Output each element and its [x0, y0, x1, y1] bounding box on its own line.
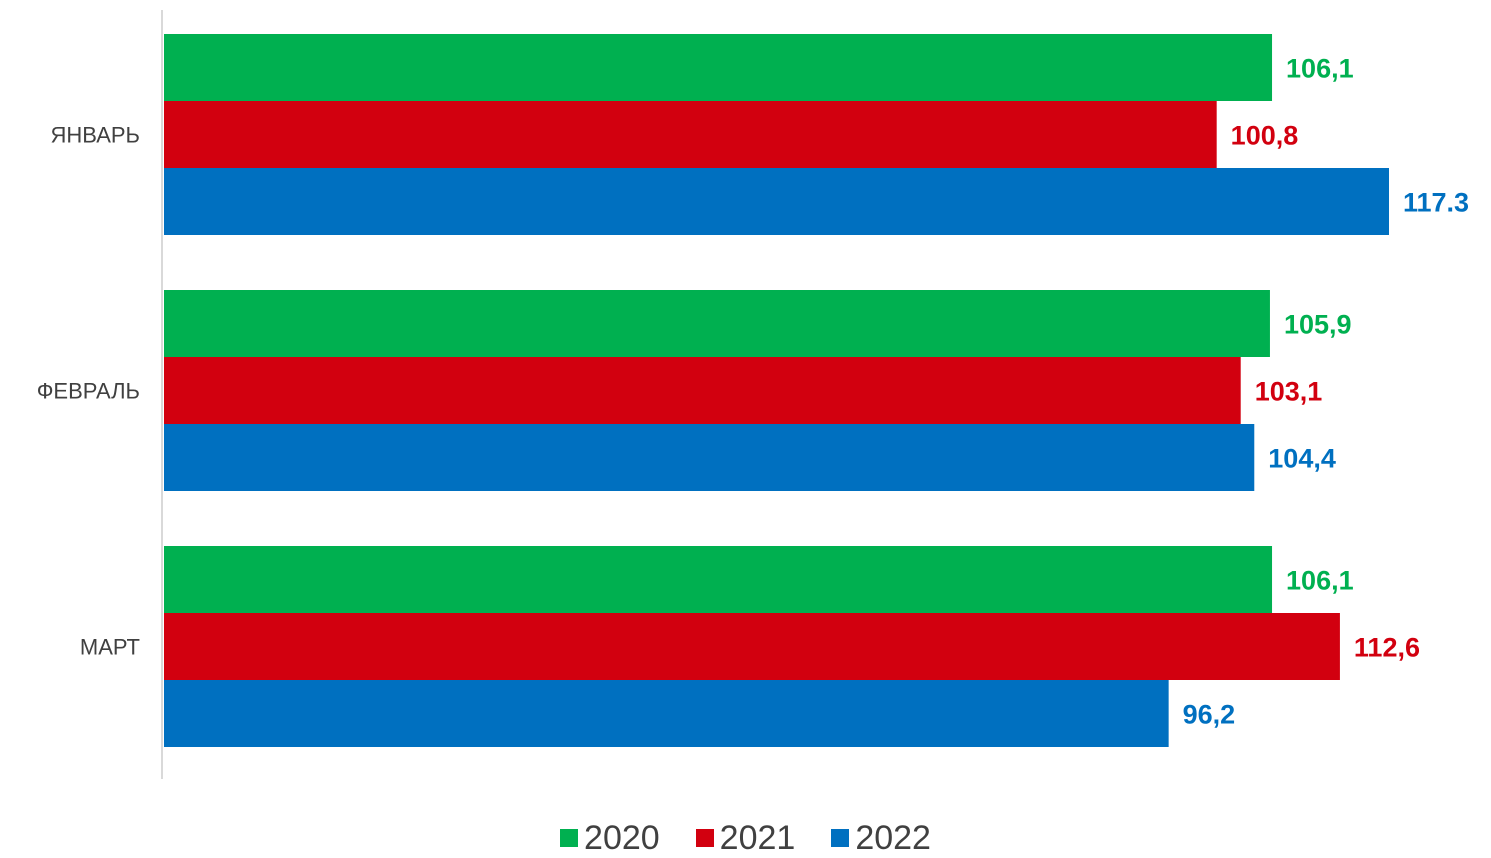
value-label-2021-3: 112,6 — [1354, 633, 1420, 663]
legend-label-2021: 2021 — [719, 819, 796, 857]
legend-swatch-2021 — [695, 829, 714, 847]
category-label-2: ФЕВРАЛЬ — [37, 379, 140, 404]
legend-swatch-2020 — [560, 829, 579, 847]
bar-2021-3 — [164, 613, 1340, 680]
value-label-2022-3: 96,2 — [1183, 700, 1236, 730]
legend-swatch-2022 — [831, 829, 850, 847]
bar-2021-2 — [164, 357, 1241, 424]
category-labels-group: ЯНВАРЬ ФЕВРАЛЬ МАРТ — [37, 123, 140, 660]
value-label-2022-1: 117.3 — [1403, 188, 1469, 218]
value-labels-group: 106,1 100,8 117.3 105,9 103,1 104,4 106,1 112,6… — [1183, 54, 1469, 730]
bar-2020-1 — [164, 34, 1273, 101]
bar-2020-3 — [164, 546, 1273, 613]
legend-label-2022: 2022 — [855, 819, 931, 857]
value-label-2021-1: 100,8 — [1231, 121, 1299, 151]
value-label-2020-3: 106,1 — [1286, 566, 1354, 596]
legend-item-2020: 2020 — [560, 821, 660, 855]
value-label-2020-2: 105,9 — [1284, 310, 1352, 340]
category-label-1: ЯНВАРЬ — [50, 123, 140, 148]
category-label-3: МАРТ — [80, 635, 140, 660]
bar-2022-2 — [164, 424, 1255, 491]
value-label-2020-1: 106,1 — [1286, 54, 1354, 84]
bar-2022-1 — [164, 168, 1389, 235]
bar-2022-3 — [164, 680, 1169, 747]
legend-item-2022: 2022 — [831, 821, 931, 855]
legend-item-2021: 2021 — [695, 819, 796, 857]
bars-group — [164, 34, 1389, 747]
value-label-2022-2: 104,4 — [1268, 444, 1336, 474]
legend: 2020 2021 2022 — [0, 818, 1491, 858]
bar-2020-2 — [164, 290, 1270, 357]
bar-2021-1 — [164, 101, 1217, 168]
legend-label-2020: 2020 — [584, 819, 660, 857]
value-label-2021-2: 103,1 — [1255, 377, 1323, 407]
